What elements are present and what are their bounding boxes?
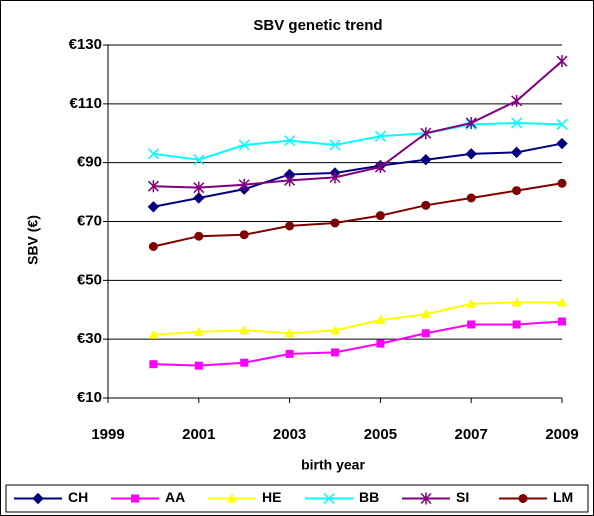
marker [238, 139, 250, 151]
x-tick-label: 2005 [364, 426, 397, 443]
marker [421, 200, 431, 210]
marker [331, 348, 339, 357]
marker [147, 148, 159, 160]
marker [284, 135, 296, 147]
marker [375, 315, 386, 325]
marker [518, 494, 528, 503]
series-line [153, 142, 563, 208]
marker [193, 181, 205, 194]
marker [147, 180, 159, 193]
marker [330, 325, 340, 335]
marker [466, 298, 477, 308]
series-line [153, 182, 563, 248]
x-axis-label: birth year [301, 457, 365, 473]
y-axis-label: SBV (€) [25, 215, 41, 265]
marker [193, 154, 205, 166]
legend-label: SI [456, 489, 469, 505]
marker [466, 193, 476, 203]
y-tick-label: €110 [69, 95, 102, 112]
marker [194, 231, 204, 241]
marker [32, 492, 44, 505]
x-tick-label: 2009 [545, 426, 578, 443]
x-tick-label: 2003 [273, 426, 306, 443]
marker [193, 326, 204, 336]
marker [285, 221, 295, 231]
marker [556, 137, 568, 150]
marker [285, 349, 294, 358]
series-line [153, 121, 563, 161]
legend-label: LM [553, 489, 573, 505]
legend-box [5, 484, 589, 513]
series-line [153, 320, 563, 367]
marker [376, 339, 385, 348]
marker [420, 492, 432, 505]
legend-label: BB [359, 489, 379, 505]
marker [557, 178, 567, 188]
y-tick-label: €90 [77, 154, 102, 171]
y-tick-label: €70 [77, 212, 102, 229]
marker [148, 329, 159, 339]
marker [239, 325, 250, 335]
legend-label: CH [68, 489, 88, 505]
marker [512, 320, 521, 329]
marker [330, 218, 340, 228]
x-tick-label: 2007 [455, 426, 488, 443]
y-tick-label: €130 [69, 36, 102, 53]
series-line [153, 60, 563, 189]
marker [374, 130, 386, 142]
marker [329, 139, 341, 151]
marker [148, 242, 158, 252]
marker [511, 117, 523, 129]
marker [284, 328, 295, 338]
x-tick-label: 2001 [182, 426, 215, 443]
series-line [153, 301, 562, 336]
marker [558, 317, 566, 326]
marker [284, 174, 296, 187]
marker [465, 116, 477, 129]
marker [239, 230, 249, 240]
marker [149, 360, 158, 369]
marker [240, 358, 249, 367]
y-tick-label: €10 [77, 389, 102, 406]
marker [467, 320, 476, 329]
marker [556, 118, 568, 130]
marker [227, 493, 237, 503]
y-tick-label: €30 [77, 330, 102, 347]
marker [420, 154, 432, 166]
marker [147, 201, 160, 213]
legend-label: HE [262, 489, 281, 505]
marker [511, 297, 522, 307]
marker [131, 494, 139, 503]
marker [238, 178, 250, 191]
legend-label: AA [165, 489, 185, 505]
marker [510, 146, 523, 159]
marker [323, 492, 335, 505]
marker [329, 171, 341, 184]
chart-title: SBV genetic trend [253, 17, 382, 34]
marker [420, 127, 432, 140]
marker [375, 211, 385, 221]
marker [374, 161, 386, 174]
marker [194, 361, 203, 370]
marker [556, 55, 568, 68]
x-tick-label: 1999 [91, 426, 124, 443]
marker [511, 94, 523, 107]
marker [193, 192, 205, 204]
marker [512, 186, 522, 196]
y-tick-label: €50 [77, 271, 102, 288]
marker [557, 297, 567, 307]
marker [465, 148, 477, 160]
marker [420, 309, 431, 319]
marker [421, 329, 430, 338]
